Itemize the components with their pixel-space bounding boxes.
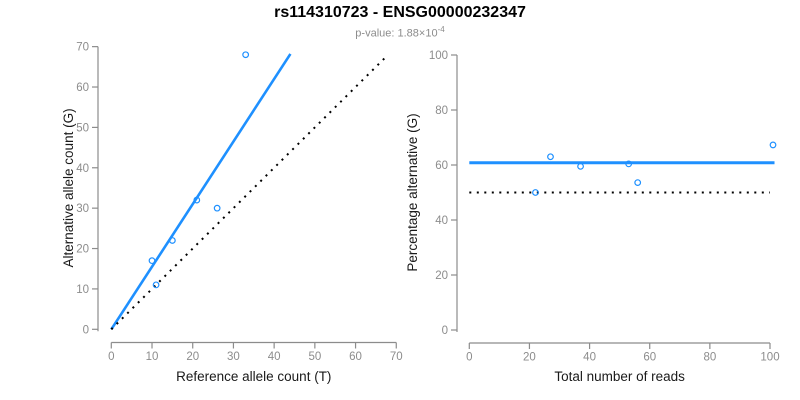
- data-point: [213, 204, 221, 212]
- data-point: [625, 160, 633, 168]
- fit-line: [110, 53, 292, 331]
- figure-subtitle: p-value: 1.88×10-4: [0, 25, 800, 40]
- figure-title: rs114310723 - ENSG00000232347: [274, 4, 526, 21]
- y-tick-label: 20: [76, 244, 89, 256]
- x-tick-label: 80: [703, 352, 716, 364]
- data-point: [577, 162, 584, 170]
- data-point: [242, 51, 250, 59]
- y-tick-label: 40: [435, 215, 448, 227]
- y-axis-title: Percentage alternative (G): [405, 113, 420, 271]
- data-point: [547, 153, 554, 161]
- y-tick-label: 10: [76, 284, 89, 296]
- x-tick-label: 0: [466, 352, 472, 364]
- x-tick-label: 40: [583, 352, 596, 364]
- x-tick-label: 0: [108, 351, 114, 363]
- y-tick-label: 0: [442, 325, 448, 337]
- x-tick-label: 50: [308, 351, 321, 363]
- y-tick-label: 100: [429, 50, 448, 62]
- x-tick-label: 20: [186, 351, 199, 363]
- y-tick-label: 60: [76, 82, 89, 94]
- x-tick-label: 100: [760, 352, 779, 364]
- data-point: [168, 237, 176, 244]
- x-tick-label: 60: [643, 352, 656, 364]
- data-point: [769, 141, 777, 149]
- y-axis-title: Alternative allele count (G): [61, 108, 76, 267]
- x-axis-title: Reference allele count (T): [176, 369, 331, 384]
- x-tick-label: 40: [268, 351, 281, 363]
- data-point: [634, 179, 642, 187]
- data-point: [148, 257, 156, 265]
- y-tick-label: 0: [83, 324, 89, 336]
- identity-line: [110, 54, 389, 331]
- x-axis-title: Total number of reads: [554, 369, 685, 384]
- data-point: [193, 196, 201, 204]
- left-scatter-panel: 0 10 20 30 40 50 60 70 0 10 20 30 40 50 60 70 Reference …: [61, 42, 403, 384]
- data-point: [532, 189, 539, 196]
- x-tick-label: 30: [227, 351, 240, 363]
- data-point: [152, 281, 160, 289]
- pvalue-exponent: -4: [437, 25, 445, 34]
- x-tick-label: 10: [146, 351, 159, 363]
- y-tick-label: 40: [76, 163, 89, 175]
- y-tick-label: 80: [435, 105, 448, 117]
- y-tick-label: 60: [435, 160, 448, 172]
- x-tick-label: 70: [390, 351, 403, 363]
- y-tick-label: 70: [76, 42, 89, 54]
- y-tick-label: 50: [76, 122, 89, 134]
- pvalue-text: p-value: 1.88×10: [355, 27, 438, 40]
- y-tick-label: 20: [435, 270, 448, 282]
- x-tick-label: 20: [523, 352, 536, 364]
- x-tick-label: 60: [349, 351, 362, 363]
- right-scatter-panel: 0 20 40 60 80 100 0 20 40 60 80 100 Total number of …: [405, 50, 780, 384]
- y-tick-label: 30: [76, 203, 89, 215]
